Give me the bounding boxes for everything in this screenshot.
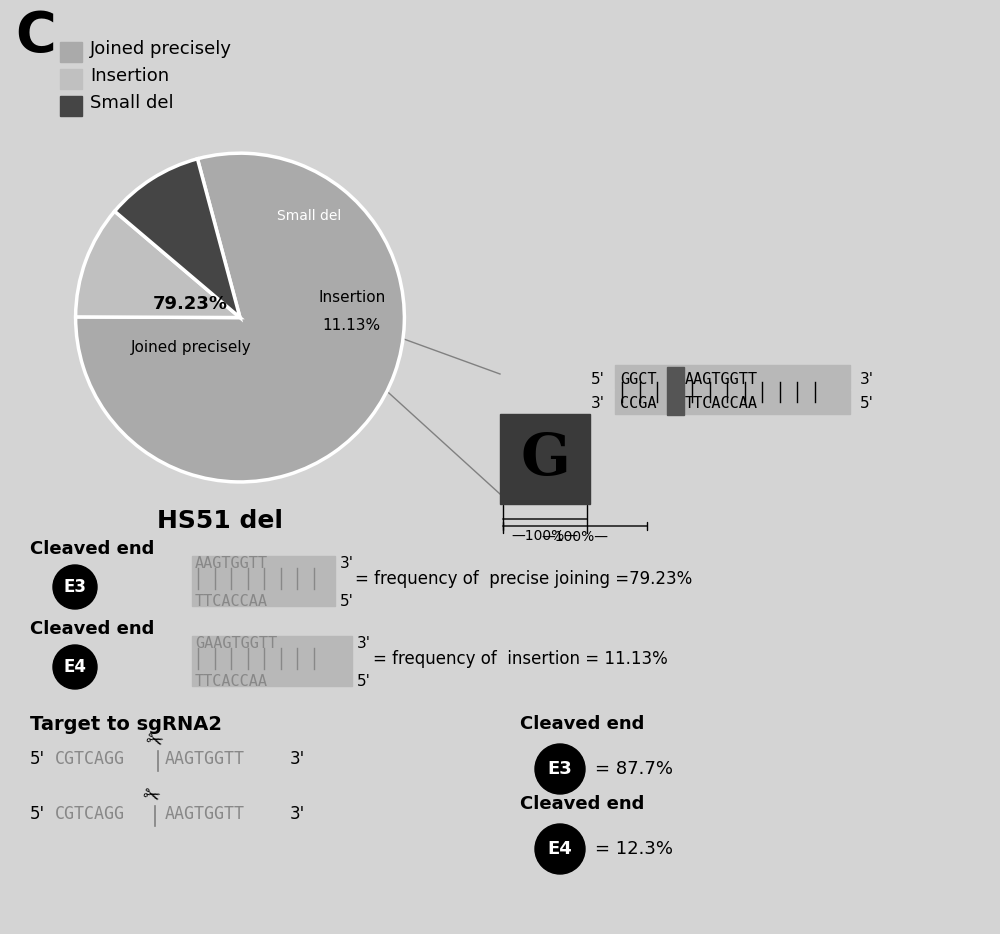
Text: 5': 5' (591, 372, 605, 387)
Text: HS51 del: HS51 del (157, 509, 283, 533)
Text: 79.23%: 79.23% (153, 295, 228, 314)
Text: CGTCAGG: CGTCAGG (55, 805, 125, 823)
Bar (192, 636, 352, 686)
Circle shape (53, 645, 97, 689)
Text: Small del: Small del (90, 94, 174, 112)
Text: Cleaved end: Cleaved end (520, 715, 644, 733)
Text: Joined precisely: Joined precisely (130, 340, 251, 355)
Text: G: G (520, 431, 570, 487)
Text: 3': 3' (290, 805, 305, 823)
Circle shape (53, 565, 97, 609)
Bar (60, 69, 82, 89)
Text: —100%—: —100%— (542, 530, 608, 544)
Text: TTCACCAA: TTCACCAA (195, 673, 268, 688)
Bar (615, 390, 850, 414)
Text: CCGA: CCGA (620, 397, 656, 412)
Text: 3': 3' (591, 397, 605, 412)
Text: E4: E4 (548, 840, 572, 858)
Text: 5': 5' (860, 397, 874, 412)
Text: 3': 3' (340, 556, 354, 571)
Bar (615, 365, 850, 389)
Text: Small del: Small del (277, 208, 341, 222)
Text: CGTCAGG: CGTCAGG (55, 750, 125, 768)
Text: E3: E3 (64, 578, 87, 596)
Text: 5': 5' (30, 805, 45, 823)
Text: 3': 3' (860, 372, 874, 387)
Text: 11.13%: 11.13% (323, 318, 381, 333)
Wedge shape (115, 159, 240, 318)
Text: ✂: ✂ (141, 729, 165, 754)
Text: GGCT: GGCT (620, 372, 656, 387)
Text: 5': 5' (30, 750, 45, 768)
Text: 3': 3' (290, 750, 305, 768)
Text: AAGTGGTT: AAGTGGTT (165, 750, 245, 768)
Text: C: C (15, 9, 56, 63)
Text: E4: E4 (64, 658, 87, 676)
Text: = frequency of  precise joining =79.23%: = frequency of precise joining =79.23% (355, 570, 692, 588)
Circle shape (535, 824, 585, 874)
Text: 3': 3' (357, 635, 371, 650)
Bar (192, 556, 335, 606)
Text: Cleaved end: Cleaved end (30, 620, 154, 638)
Text: Insertion: Insertion (90, 67, 169, 85)
Text: AAGTGGTT: AAGTGGTT (685, 372, 758, 387)
Bar (667, 367, 684, 415)
Text: Joined precisely: Joined precisely (90, 40, 232, 58)
Text: = 12.3%: = 12.3% (595, 840, 673, 858)
Text: Cleaved end: Cleaved end (30, 540, 154, 558)
Text: TTCACCAA: TTCACCAA (685, 397, 758, 412)
Bar (60, 42, 82, 62)
Text: AAGTGGTT: AAGTGGTT (165, 805, 245, 823)
Text: = frequency of  insertion = 11.13%: = frequency of insertion = 11.13% (373, 650, 668, 668)
Bar (60, 96, 82, 116)
Text: ✂: ✂ (138, 784, 162, 809)
Circle shape (535, 744, 585, 794)
Text: E3: E3 (548, 760, 572, 778)
Text: TTCACCAA: TTCACCAA (195, 593, 268, 608)
Text: Target to sgRNA2: Target to sgRNA2 (30, 715, 222, 733)
Text: GAAGTGGTT: GAAGTGGTT (195, 635, 277, 650)
Wedge shape (76, 211, 240, 318)
Text: AAGTGGTT: AAGTGGTT (195, 556, 268, 571)
Bar (500, 414, 590, 504)
Text: 5': 5' (357, 673, 371, 688)
Text: Cleaved end: Cleaved end (520, 795, 644, 813)
Wedge shape (76, 153, 404, 482)
Text: —100%—: —100%— (512, 529, 578, 543)
Text: 5': 5' (340, 593, 354, 608)
Text: = 87.7%: = 87.7% (595, 760, 673, 778)
Text: Insertion: Insertion (318, 290, 385, 305)
